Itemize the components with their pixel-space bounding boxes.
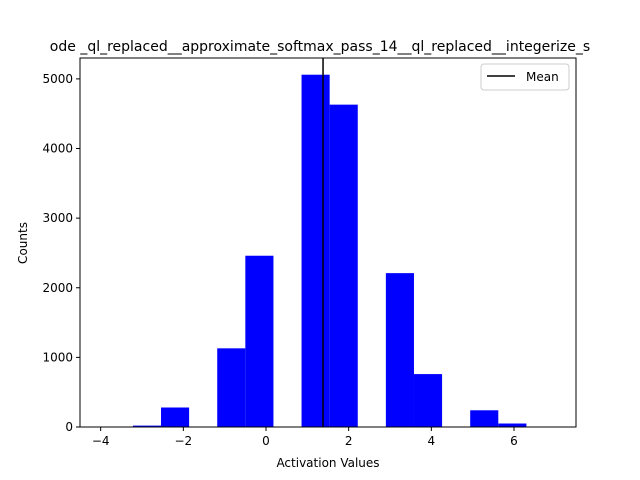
- y-tick-label: 4000: [42, 142, 73, 156]
- y-tick-label: 0: [65, 420, 73, 434]
- x-tick-label: 2: [345, 434, 353, 448]
- legend-mean-label: Mean: [526, 70, 559, 84]
- y-tick-label: 3000: [42, 211, 73, 225]
- histogram-bar-0: [132, 425, 162, 427]
- y-tick-label: 2000: [42, 281, 73, 295]
- y-ticks: 0 1000 2000 3000 4000 5000: [42, 72, 80, 434]
- histogram-bar-6: [301, 74, 330, 427]
- histogram-bar-13: [498, 423, 527, 427]
- chart-title: ode _ql_replaced__approximate_softmax_pa…: [50, 39, 590, 55]
- x-tick-label: −4: [92, 434, 110, 448]
- histogram-bar-7: [329, 104, 358, 428]
- histogram-bar-10: [413, 374, 443, 427]
- axes-frame: [79, 57, 577, 428]
- y-tick-label: 1000: [42, 350, 73, 364]
- histogram-bar-9: [385, 273, 414, 427]
- x-axis-label: Activation Values: [276, 456, 379, 470]
- histogram-bar-12: [470, 410, 499, 427]
- y-tick-label: 5000: [42, 72, 73, 86]
- y-axis-label: Counts: [16, 222, 30, 264]
- histogram-bar-4: [245, 255, 274, 427]
- x-tick-label: −2: [174, 434, 192, 448]
- bars-group: [132, 74, 527, 428]
- histogram-bar-1: [161, 407, 190, 427]
- legend: Mean: [480, 63, 570, 91]
- x-tick-label: 6: [510, 434, 518, 448]
- histogram-bar-3: [217, 348, 246, 427]
- legend-box: [480, 63, 570, 91]
- x-tick-label: 0: [262, 434, 270, 448]
- x-tick-label: 4: [428, 434, 436, 448]
- x-ticks: −4 −2 0 2 4 6: [92, 427, 518, 448]
